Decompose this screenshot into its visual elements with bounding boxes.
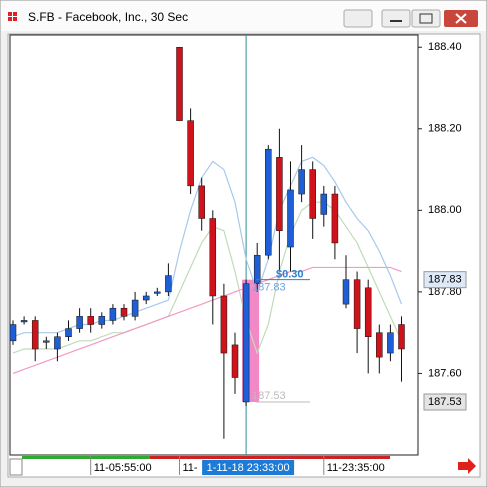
candle-body <box>265 148 272 256</box>
candle-body <box>154 291 161 294</box>
candle-body <box>342 279 350 305</box>
candle-body <box>120 307 128 317</box>
x-tick-label: 11-23:35:00 <box>327 462 385 474</box>
candle-body <box>287 189 294 248</box>
candle-body <box>165 275 172 293</box>
candle-body <box>253 254 261 284</box>
session-bar <box>150 456 390 459</box>
price-label-box <box>423 393 467 411</box>
price-label-box <box>423 271 467 289</box>
candle-body <box>20 320 28 323</box>
candle-body <box>331 193 339 244</box>
candle-body <box>43 340 50 343</box>
candle-body <box>276 157 283 231</box>
y-tick-label: 187.60 <box>428 367 462 379</box>
candle-body <box>320 193 328 215</box>
candle-body <box>76 316 83 329</box>
minimize-button[interactable] <box>381 9 411 28</box>
candle-body <box>31 320 39 350</box>
candle-body <box>353 279 361 329</box>
candle-body <box>98 316 106 325</box>
price-label: 187.53 <box>428 396 462 408</box>
x-tick-label: 11-05:55:00 <box>94 462 152 474</box>
candle-body <box>65 328 72 337</box>
candle-body <box>387 332 394 354</box>
candle-body <box>54 336 61 350</box>
session-bar <box>22 456 150 459</box>
measure-high: 187.83 <box>252 282 286 294</box>
candle-body <box>142 295 150 301</box>
candle-body <box>242 283 250 403</box>
candle-body <box>309 169 316 219</box>
candle-body <box>198 185 205 219</box>
scroll-box[interactable] <box>9 458 23 476</box>
link-button[interactable] <box>343 9 373 28</box>
candle-body <box>398 324 405 350</box>
candle-body <box>176 46 183 121</box>
y-tick-label: 188.40 <box>428 41 462 53</box>
app-icon <box>8 12 17 21</box>
candle-body <box>364 287 372 337</box>
maximize-button[interactable] <box>411 9 441 28</box>
measure-change: $0.30 <box>276 269 304 281</box>
crosshair-label-box <box>202 460 295 475</box>
measure-low: 187.53 <box>252 390 286 402</box>
candle-body <box>109 307 117 321</box>
price-label: 187.83 <box>428 274 462 286</box>
x-tick-label: 1-11-18 23:33:00 <box>207 462 290 474</box>
candle-body <box>9 324 17 342</box>
candle-body <box>187 120 194 187</box>
x-tick-label: 11- <box>183 462 198 474</box>
y-tick-label: 188.00 <box>428 204 462 216</box>
y-tick-label: 187.80 <box>428 286 462 298</box>
maximize-icon <box>419 13 433 24</box>
scroll-arrow[interactable] <box>458 458 476 474</box>
candle-body <box>376 332 383 358</box>
candle-body <box>209 218 217 297</box>
window-title: S.FB - Facebook, Inc., 30 Sec <box>28 10 188 24</box>
candle-body <box>220 295 228 354</box>
candle-body <box>87 316 94 325</box>
candle-body <box>298 169 305 195</box>
moving-average <box>12 266 402 375</box>
y-tick-label: 188.20 <box>428 123 462 135</box>
candle-body <box>131 299 139 317</box>
candle-body <box>231 344 239 378</box>
close-icon <box>455 13 467 24</box>
